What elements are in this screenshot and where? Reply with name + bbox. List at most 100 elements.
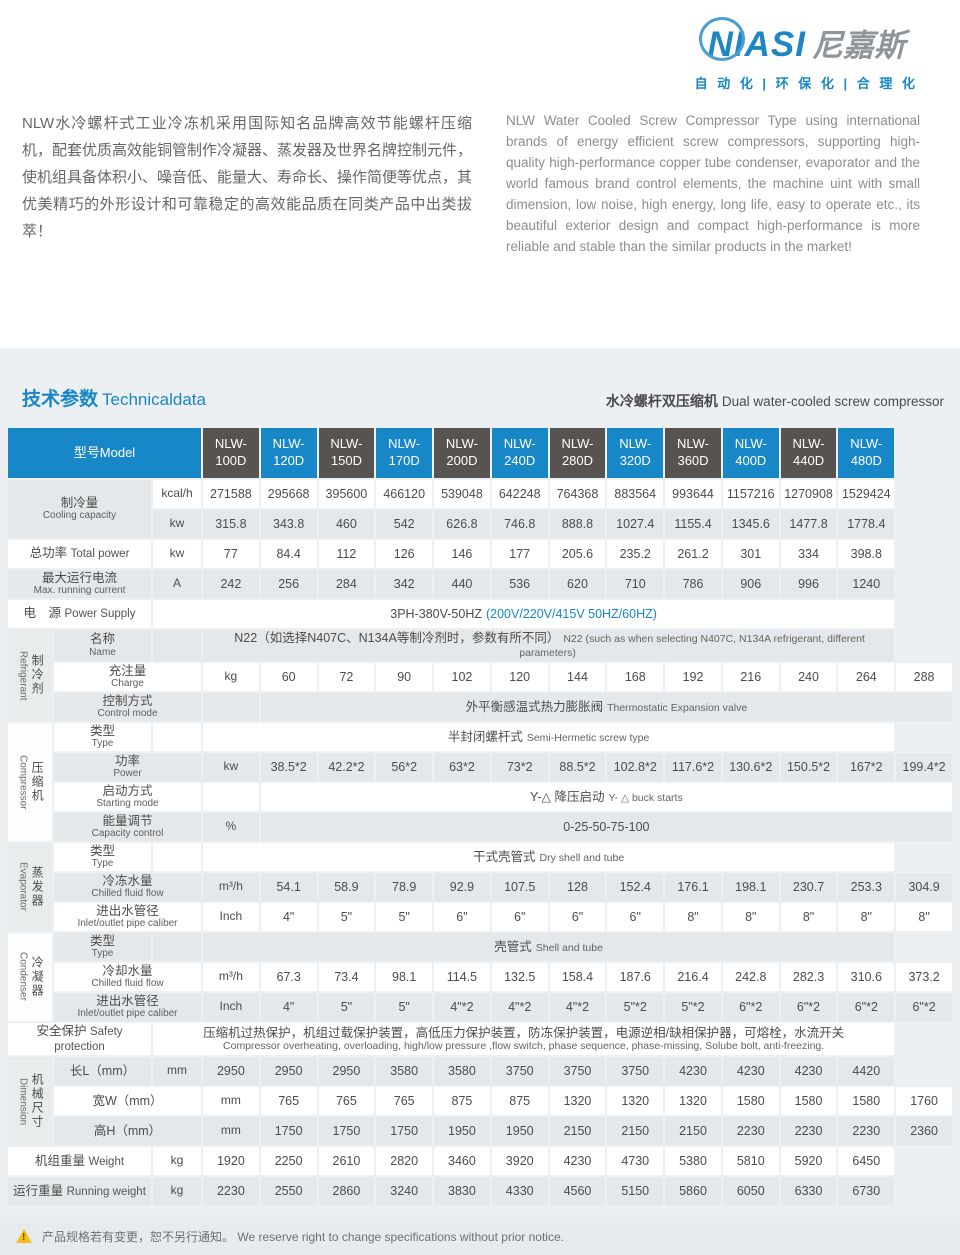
model-header-cell: NLW- 240D	[491, 428, 548, 478]
unit-cell: kg	[153, 1177, 201, 1206]
value-cell: 1240	[838, 570, 895, 598]
value-cell: 395600	[318, 480, 375, 508]
value-cell: 764368	[549, 480, 606, 508]
value-cell: 1580	[780, 1087, 837, 1116]
value-cell: 144	[549, 662, 606, 691]
value-cell: 2820	[376, 1147, 433, 1176]
value-cell: 1270908	[780, 480, 837, 508]
row-label-zh: 机组重量	[34, 1153, 85, 1168]
table-row: 宽W（mm） mm 765 765 765 875 875 1320 1320 1320 1580 1…	[8, 1087, 952, 1116]
value-cell: 5"	[376, 992, 433, 1021]
value-cell: 146	[434, 540, 490, 568]
table-row: 冷冻水量 Chilled fluid flow m³/h 54.1 58.9 78.9 92…	[8, 872, 952, 901]
value-cell: 1157216	[722, 480, 779, 508]
merged-value-text: 半封闭螺杆式	[447, 729, 523, 744]
unit-cell: Inch	[203, 902, 259, 931]
value-cell: 271588	[203, 480, 259, 508]
table-row: 电 源 Power Supply 3PH-380V-50HZ (200V/220V/…	[8, 600, 952, 628]
unit-cell: mm	[203, 1117, 259, 1146]
value-cell: 539048	[434, 480, 490, 508]
value-cell: 875	[434, 1087, 490, 1116]
value-cell: 5"	[318, 992, 375, 1021]
row-label-cell: 电 源 Power Supply	[8, 600, 151, 628]
row-label-cell: 最大运行电流 Max. running current	[8, 570, 151, 598]
row-label-en: Total power	[70, 548, 130, 561]
value-cell: 176.1	[665, 872, 721, 901]
group-label-cell: Condenser 冷凝器	[8, 932, 52, 1021]
row-label-zh: 类型	[89, 843, 115, 858]
group-label-en: Dimension	[17, 1077, 29, 1125]
value-cell: 342	[376, 570, 433, 598]
merged-value-cell: 干式壳管式 Dry shell and tube	[203, 842, 895, 871]
value-cell: 235.2	[607, 540, 664, 568]
row-label-cell: 控制方式 Control mode	[54, 692, 201, 721]
value-cell: 54.1	[260, 872, 317, 901]
value-cell: 3580	[376, 1057, 433, 1086]
unit-cell: kcal/h	[153, 480, 201, 508]
row-label-zh: 长L（mm）	[69, 1064, 136, 1078]
value-cell: 301	[722, 540, 779, 568]
value-cell: 1750	[376, 1117, 433, 1146]
value-cell: 98.1	[376, 962, 433, 991]
merged-value-text: Semi-Hermetic screw type	[526, 731, 650, 744]
value-cell: 73*2	[491, 752, 548, 781]
unit-cell	[153, 932, 201, 961]
value-cell: 3750	[491, 1057, 548, 1086]
value-cell: 132.5	[491, 962, 548, 991]
unit-cell: mm	[153, 1057, 201, 1086]
value-cell: 6450	[838, 1147, 895, 1176]
value-cell: 112	[318, 540, 375, 568]
value-cell: 536	[491, 570, 548, 598]
value-cell: 8"	[838, 902, 895, 931]
value-cell: 1760	[896, 1087, 952, 1116]
brand-logo: NIASI 尼嘉斯 自 动 化 | 环 保 化 | 合 理 化	[695, 17, 920, 92]
value-cell: 282.3	[780, 962, 837, 991]
value-cell: 4"*2	[434, 992, 490, 1021]
value-cell: 2230	[780, 1117, 837, 1146]
table-row: Condenser 冷凝器 类型 Type 壳管式 Shell and tube	[8, 932, 952, 1021]
value-cell: 261.2	[665, 540, 721, 568]
table-row: 启动方式 Starting mode Y-△ 降压启动 Y- △ buck start…	[8, 782, 952, 811]
group-label-cell: Evaporator 蒸发器	[8, 842, 52, 931]
row-label-en: Chilled fluid flow	[91, 888, 164, 900]
value-cell: 78.9	[376, 872, 433, 901]
row-label-cell: 高H（mm）	[54, 1117, 201, 1146]
row-label-zh: 总功率	[29, 546, 68, 561]
section-title-zh: 技术参数	[22, 389, 99, 410]
table-row: Evaporator 蒸发器 类型 Type 干式壳管式 Dry shell and tu…	[8, 842, 952, 931]
value-cell: 3750	[607, 1057, 664, 1086]
section-header: 技术参数 Technicaldata 水冷螺杆双压缩机 Dual water-coo…	[6, 348, 954, 426]
row-label-cell: 启动方式 Starting mode	[54, 782, 201, 811]
value-cell: 883564	[607, 480, 664, 508]
unit-cell: %	[203, 812, 259, 841]
row-label-cell: 总功率 Total power	[8, 540, 151, 568]
value-cell: 192	[665, 662, 721, 691]
value-cell: 6"*2	[896, 992, 952, 1021]
model-header-cell: NLW- 100D	[203, 428, 259, 478]
value-cell: 460	[318, 510, 375, 538]
value-cell: 2950	[203, 1057, 259, 1086]
value-cell: 1950	[491, 1117, 548, 1146]
value-cell: 3580	[434, 1057, 490, 1086]
row-label-cell: 机组重量 Weight	[8, 1147, 151, 1176]
model-header-cell: NLW- 170D	[376, 428, 433, 478]
row-label-cell: 功率 Power	[54, 752, 201, 781]
table-row: 进出水管径 Inlet/outlet pipe caliber Inch 4" 5" 5"…	[8, 992, 952, 1021]
value-cell: 5"*2	[665, 992, 721, 1021]
value-cell: 240	[780, 662, 837, 691]
value-cell: 102.8*2	[607, 752, 664, 781]
value-cell: 786	[665, 570, 721, 598]
row-label-zh: 冷却水量	[102, 963, 153, 978]
value-cell: 2950	[260, 1057, 317, 1086]
row-label-en: Control mode	[97, 708, 158, 720]
merged-value-text: (200V/220V/415V 50HZ/60HZ)	[485, 606, 657, 621]
value-cell: 1155.4	[665, 510, 721, 538]
model-header-cell: NLW- 400D	[722, 428, 779, 478]
row-label-en: Safety protection	[54, 1025, 123, 1053]
row-label-zh: 安全保护	[36, 1023, 87, 1038]
value-cell: 6"*2	[838, 992, 895, 1021]
value-cell: 216	[722, 662, 779, 691]
value-cell: 710	[607, 570, 664, 598]
model-header-cell: NLW- 480D	[838, 428, 895, 478]
row-label-zh: 高H（mm）	[93, 1124, 162, 1138]
